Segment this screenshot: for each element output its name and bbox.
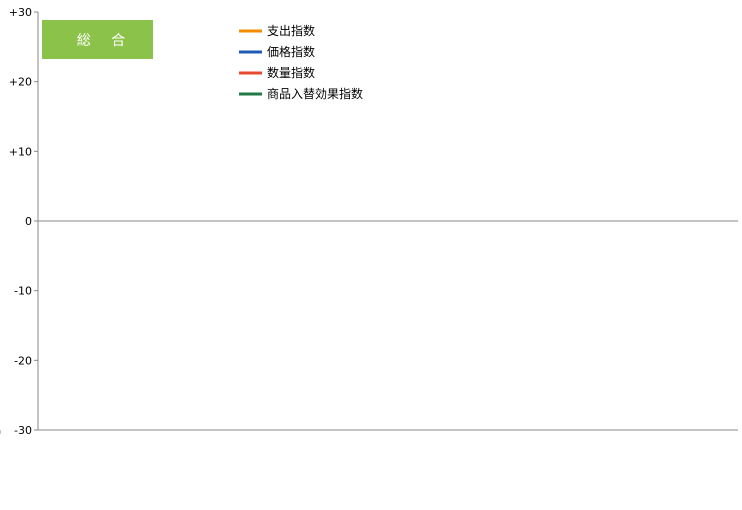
legend-label-0: 支出指数 xyxy=(267,23,315,38)
summary-badge-label: 総 合 xyxy=(77,33,133,49)
y-tick-label: 0 xyxy=(25,215,32,228)
legend-label-1: 価格指数 xyxy=(267,44,315,59)
y-tick-label: +30 xyxy=(9,6,32,19)
legend-label-3: 商品入替効果指数 xyxy=(267,86,363,101)
summary-badge: 総 合 xyxy=(42,20,153,59)
y-tick-label: -30 xyxy=(14,424,32,437)
y-tick-label: +10 xyxy=(9,145,32,158)
y-tick-label: -10 xyxy=(14,285,32,298)
legend-label-2: 数量指数 xyxy=(267,65,315,80)
y-tick-label: -20 xyxy=(14,354,32,367)
y-tick-label: +20 xyxy=(9,76,32,89)
summary-badge-box xyxy=(42,20,153,59)
y-axis: +30 +20 +10 0 -10 -20 -30 xyxy=(9,6,39,437)
x-axis: 2018/10/12018/11/12018/12/12019/1/12019/… xyxy=(0,429,738,434)
